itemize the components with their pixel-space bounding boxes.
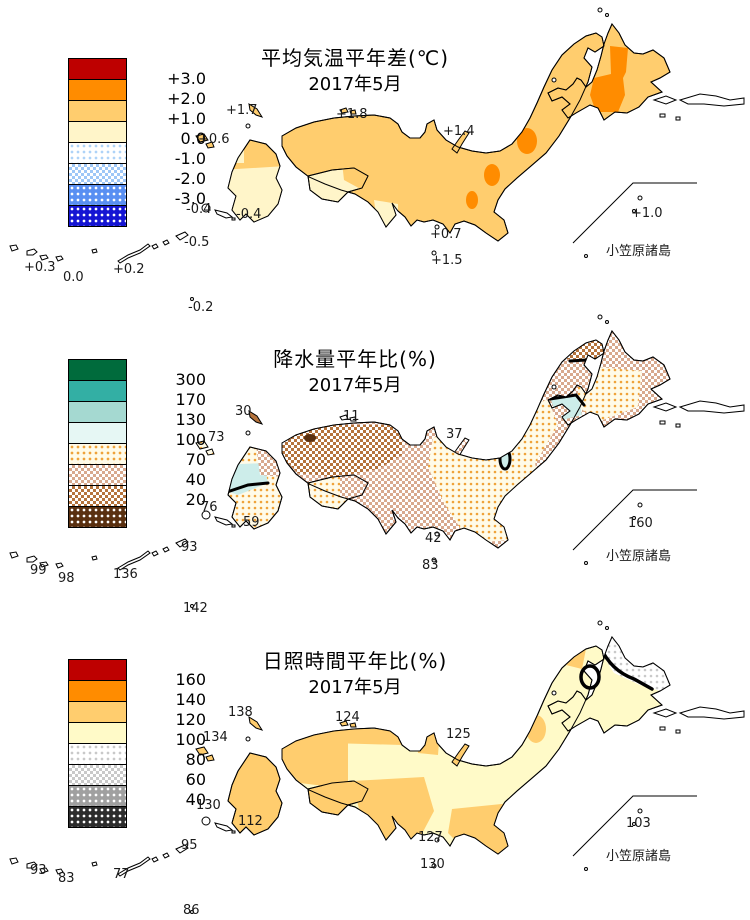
station-value: 93: [181, 540, 198, 555]
map-subtitle: 2017年5月: [308, 74, 402, 95]
map-title: 日照時間平年比(%): [262, 649, 448, 673]
station-value: 59: [243, 515, 260, 530]
station-value: 93: [30, 863, 47, 878]
legend-swatch: [68, 785, 127, 807]
panel-sunshine-ratio: 日照時間平年比(%) 2017年5月 160 140 120 100 80 60 40 13…: [0, 613, 750, 920]
station-value: 130: [196, 798, 221, 813]
legend-swatches: [68, 58, 127, 227]
legend-tick-labels: 160 140 120 100 80 60 40: [124, 670, 206, 810]
legend-tick-label: 80: [185, 750, 206, 769]
legend-tick-label: 300: [175, 370, 206, 389]
ogasawara-label: 小笠原諸島: [606, 549, 672, 564]
station-value: +1.4: [443, 124, 475, 139]
legend-tick-label: +1.0: [167, 109, 206, 128]
station-value: 95: [181, 838, 198, 853]
station-value: 130: [420, 857, 445, 872]
station-value: +0.2: [113, 262, 145, 277]
japan-map-precipitation: [9, 314, 745, 608]
map-title: 平均気温平年差(℃): [260, 46, 450, 70]
station-value: 83: [422, 558, 439, 573]
station-value: 0.0: [63, 270, 84, 285]
station-value: 37: [446, 427, 463, 442]
map-title: 降水量平年比(%): [273, 347, 437, 371]
legend-swatch: [68, 163, 127, 185]
station-value: 138: [228, 705, 253, 720]
station-value: 42: [425, 531, 442, 546]
station-value: 76: [201, 500, 218, 515]
legend-swatches: [68, 359, 127, 528]
legend-swatch: [68, 506, 127, 528]
legend-tick-label: 60: [185, 770, 206, 789]
station-value: 124: [335, 710, 360, 725]
station-value: -0.4: [236, 207, 262, 222]
station-value: 160: [628, 516, 653, 531]
legend-tick-label: -1.0: [174, 149, 206, 168]
station-value: 30: [235, 404, 252, 419]
legend-tick-label: 170: [175, 390, 206, 409]
station-value: 136: [113, 567, 138, 582]
station-values: +1.7 +1.8 +1.4 +0.6 -0.4 -0.4 -0.5 +0.7 +1.5 +0.3…: [0, 0, 750, 315]
station-value: 99: [30, 563, 47, 578]
legend-tick-label: 140: [175, 690, 206, 709]
legend-tick-label: 120: [175, 710, 206, 729]
ogasawara-label: 小笠原諸島: [606, 244, 672, 259]
legend-swatches: [68, 659, 127, 828]
legend-tick-label: 0.0: [180, 129, 206, 148]
station-value: +0.3: [24, 260, 56, 275]
legend-swatch: [68, 184, 127, 206]
legend-tick-label: -3.0: [174, 189, 206, 208]
legend-tick-label: +3.0: [167, 69, 206, 88]
station-value: 77: [113, 867, 130, 882]
legend-swatch: [68, 485, 127, 507]
station-value: -0.5: [184, 235, 210, 250]
japan-map-temperature: [9, 7, 745, 301]
station-value: 125: [446, 727, 471, 742]
station-value: 142: [183, 601, 208, 616]
station-value: 103: [626, 816, 651, 831]
legend-swatch: [68, 806, 127, 828]
legend-swatch: [68, 743, 127, 765]
map-subtitle: 2017年5月: [308, 677, 402, 698]
legend-swatch: [68, 764, 127, 786]
station-value: -0.2: [188, 300, 214, 315]
station-value: 86: [183, 903, 200, 918]
station-value: +0.7: [430, 227, 462, 242]
legend-tick-label: 40: [185, 470, 206, 489]
station-value: +1.0: [631, 206, 663, 221]
station-value: 112: [238, 814, 263, 829]
station-value: 127: [418, 830, 443, 845]
station-value: 134: [203, 730, 228, 745]
legend-tick-label: 160: [175, 670, 206, 689]
legend-tick-labels: 300 170 130 100 70 40 20: [124, 370, 206, 510]
station-value: 83: [58, 871, 75, 886]
station-values: 138 124 125 134 130 112 95 93 83 77 127 130 86 103: [0, 613, 750, 920]
legend-tick-label: 20: [185, 490, 206, 509]
legend-swatch: [68, 142, 127, 164]
station-value: +1.5: [431, 253, 463, 268]
legend-tick-label: 130: [175, 410, 206, 429]
panel-temperature-anomaly: 平均気温平年差(℃) 2017年5月 +3.0 +2.0 +1.0 0.0 -1.0 -2…: [0, 0, 750, 315]
legend-tick-label: -2.0: [174, 169, 206, 188]
station-value: 73: [208, 430, 225, 445]
legend-tick-label: 100: [175, 730, 206, 749]
station-values: 30 11 37 73 76 59 93 99 98 136 42 83 142 160: [0, 307, 750, 616]
station-value: +1.7: [226, 103, 258, 118]
station-value: +0.6: [198, 132, 230, 147]
station-value: 11: [343, 409, 360, 424]
legend-tick-label: 100: [175, 430, 206, 449]
legend-tick-label: 70: [185, 450, 206, 469]
japan-map-sunshine: [9, 620, 745, 914]
legend-tick-label: 40: [185, 790, 206, 809]
station-value: -0.4: [186, 202, 212, 217]
legend-swatch: [68, 443, 127, 465]
map-subtitle: 2017年5月: [308, 375, 402, 396]
legend-tick-labels: +3.0 +2.0 +1.0 0.0 -1.0 -2.0 -3.0: [124, 69, 206, 209]
panel-precipitation-ratio: 降水量平年比(%) 2017年5月 300 170 130 100 70 40 20 30 1…: [0, 307, 750, 616]
station-value: 98: [58, 571, 75, 586]
ogasawara-label: 小笠原諸島: [606, 849, 672, 864]
legend-tick-label: +2.0: [167, 89, 206, 108]
legend-swatch: [68, 205, 127, 227]
station-value: +1.8: [336, 107, 368, 122]
